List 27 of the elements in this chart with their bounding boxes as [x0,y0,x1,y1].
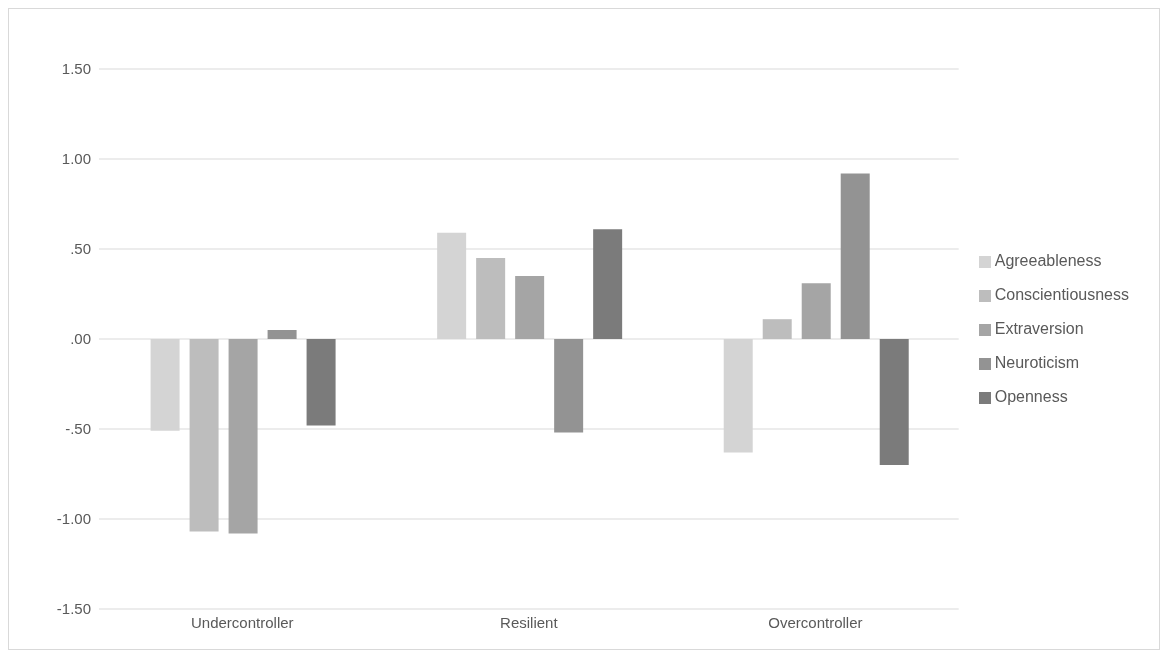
bar [306,339,336,426]
bar [267,330,297,339]
bar [840,173,870,339]
y-tick-label: -1.50 [56,600,91,618]
x-tick-label: Undercontroller [191,613,294,631]
y-tick-label: 1.00 [61,150,91,168]
x-tick-label: Resilient [500,613,559,631]
bar [189,339,219,532]
bar [879,339,909,465]
y-tick-label: .50 [70,240,91,258]
bar [228,339,258,534]
bar [593,229,623,339]
legend-label: Extraversion [994,320,1084,337]
bar [762,319,792,339]
bar [801,283,831,339]
legend-label: Conscientiousness [994,286,1129,303]
y-tick-label: .00 [70,330,91,348]
y-tick-label: -.50 [65,420,91,438]
x-tick-label: Overcontroller [768,613,863,631]
legend-label: Agreeableness [994,252,1102,269]
y-tick-label: -1.00 [56,510,91,528]
bar [515,276,545,339]
bar [476,258,506,339]
legend-label: Openness [994,388,1068,405]
legend-label: Neuroticism [994,354,1080,371]
y-tick-label: 1.50 [61,60,91,78]
bar [554,339,584,433]
